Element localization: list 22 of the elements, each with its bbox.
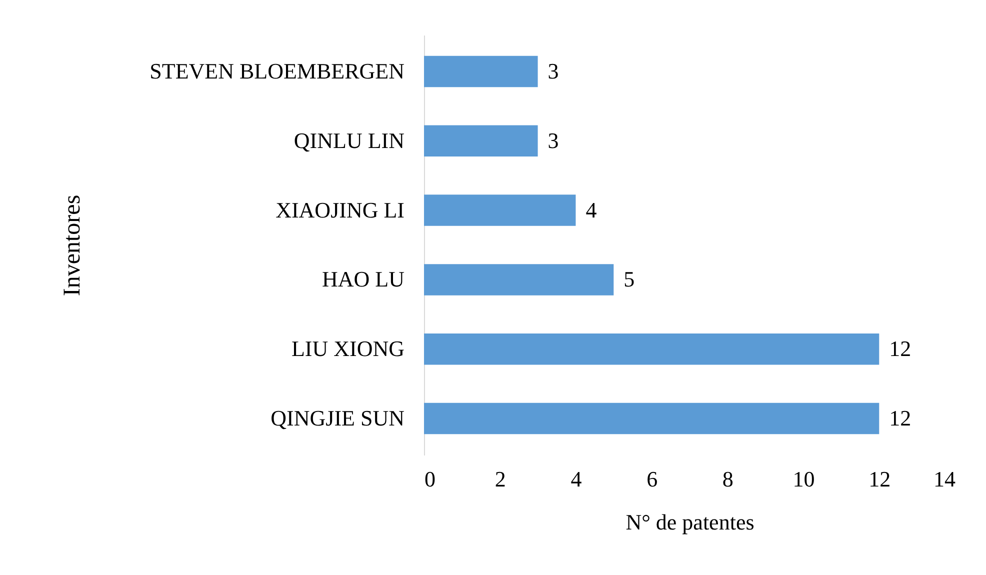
x-tick-label: 8 — [722, 466, 734, 492]
data-label: 5 — [624, 266, 635, 292]
data-label: 12 — [889, 336, 912, 362]
x-tick-label: 0 — [424, 466, 436, 492]
x-tick-label: 6 — [646, 466, 658, 492]
x-tick-label: 14 — [934, 466, 956, 492]
x-tick-label: 2 — [494, 466, 506, 492]
data-label: 3 — [548, 128, 559, 153]
data-label: 12 — [889, 406, 912, 431]
data-label: 4 — [586, 197, 597, 222]
x-tick-label: 12 — [868, 466, 891, 492]
x-tick-label: 10 — [792, 466, 815, 492]
y-tick-label: HAO LU — [322, 266, 405, 292]
y-tick-label: XIAOJING LI — [276, 197, 404, 222]
y-tick-label: QINLU LIN — [294, 128, 405, 153]
x-tick-label: 4 — [570, 466, 582, 492]
y-axis-title: Inventores — [60, 194, 86, 296]
y-tick-label: LIU XIONG — [291, 336, 405, 362]
y-tick-label: QINGJIE SUN — [270, 406, 405, 431]
y-tick-label: STEVEN BLOEMBERGEN — [150, 58, 405, 84]
data-label: 3 — [548, 58, 559, 84]
x-axis-title: N° de patentes — [626, 510, 754, 534]
